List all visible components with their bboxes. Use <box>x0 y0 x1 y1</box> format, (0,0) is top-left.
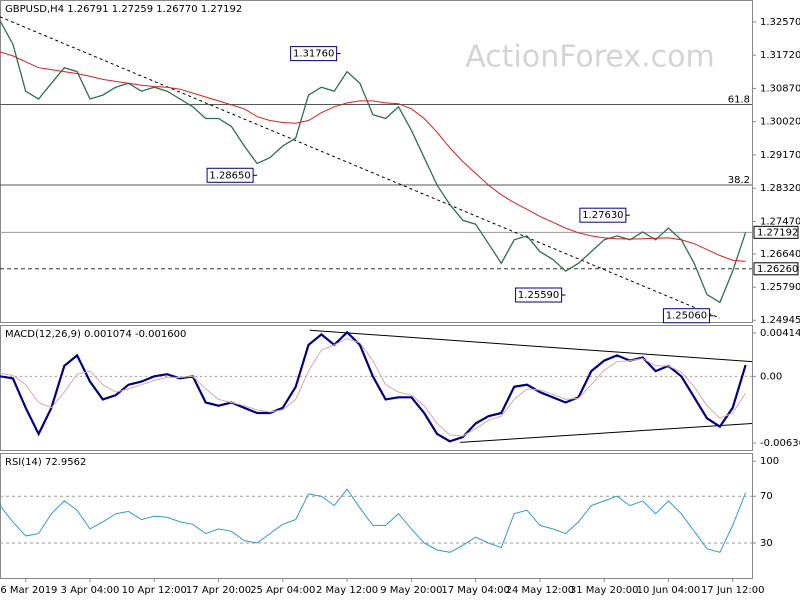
annotation-label: 1.27630 <box>582 210 623 221</box>
annotation-box <box>290 46 338 62</box>
x-tick-label: 10 Jun 04:00 <box>637 585 701 596</box>
x-tick-label: 25 Apr 04:00 <box>250 585 315 596</box>
annotation-label: 1.31760 <box>293 49 334 60</box>
series-line <box>0 330 747 443</box>
x-tick-label: 17 Apr 20:00 <box>186 585 251 596</box>
trendline <box>0 16 721 319</box>
x-tick-label: 24 May 12:00 <box>506 585 575 596</box>
x-tick-label: 31 May 20:00 <box>570 585 639 596</box>
price-panel <box>0 0 753 323</box>
rsi-title: RSI(14) 72.9562 <box>5 457 86 468</box>
chart-title: GBPUSD,H4 1.26791 1.27259 1.26770 1.2719… <box>5 4 242 15</box>
price-box <box>753 262 799 276</box>
x-tick-label: 10 Apr 12:00 <box>122 585 187 596</box>
y-tick-label: 100 <box>760 456 779 467</box>
y-tick-label: 1.31720 <box>760 50 800 61</box>
annotation-label: 1.25060 <box>666 311 707 322</box>
series-line <box>0 488 747 553</box>
series-line <box>0 51 746 262</box>
y-tick-label: 1.29170 <box>760 150 800 161</box>
trendline <box>309 329 753 363</box>
macd-panel <box>0 325 753 451</box>
series-line <box>0 338 747 437</box>
support-label: 1.26260 <box>757 264 798 275</box>
annotation-box <box>662 308 710 324</box>
y-tick-label: 1.25790 <box>760 282 800 293</box>
annotation-box <box>206 167 254 183</box>
current-price-label: 1.27192 <box>757 227 798 238</box>
x-tick-label: 9 May 20:00 <box>380 585 442 596</box>
x-tick-label: 17 Jun 12:00 <box>701 585 765 596</box>
y-tick-label: -0.006365 <box>760 438 800 449</box>
y-tick-label: 30 <box>760 538 773 549</box>
annotation-label: 1.25590 <box>518 290 559 301</box>
fib-label: 38.2 <box>728 175 750 186</box>
annotation-box <box>515 287 563 303</box>
y-tick-label: 0.004141 <box>760 328 800 339</box>
y-tick-label: 1.27470 <box>760 216 800 227</box>
fib-label: 61.8 <box>728 94 750 105</box>
y-tick-label: 1.24945 <box>760 315 800 326</box>
watermark: ActionForex.com <box>465 40 714 75</box>
x-tick-label: 17 May 04:00 <box>441 585 510 596</box>
price-box <box>753 225 799 239</box>
series-line <box>0 20 747 304</box>
trendline <box>460 422 753 443</box>
x-tick-label: 3 Apr 04:00 <box>61 585 120 596</box>
x-tick-label: 26 Mar 2019 <box>0 585 57 596</box>
rsi-panel <box>0 453 753 579</box>
y-tick-label: 70 <box>760 491 773 502</box>
y-tick-label: 1.30870 <box>760 83 800 94</box>
y-tick-label: 1.30020 <box>760 117 800 128</box>
y-tick-label: 1.32570 <box>760 17 800 28</box>
x-tick-label: 2 May 12:00 <box>316 585 378 596</box>
annotation-label: 1.28650 <box>209 170 250 181</box>
y-tick-label: 0.00 <box>760 371 782 382</box>
y-tick-label: 1.26640 <box>760 249 800 260</box>
macd-title: MACD(12,26,9) 0.001074 -0.001600 <box>5 329 186 340</box>
annotation-box <box>579 207 627 223</box>
y-tick-label: 1.28320 <box>760 183 800 194</box>
